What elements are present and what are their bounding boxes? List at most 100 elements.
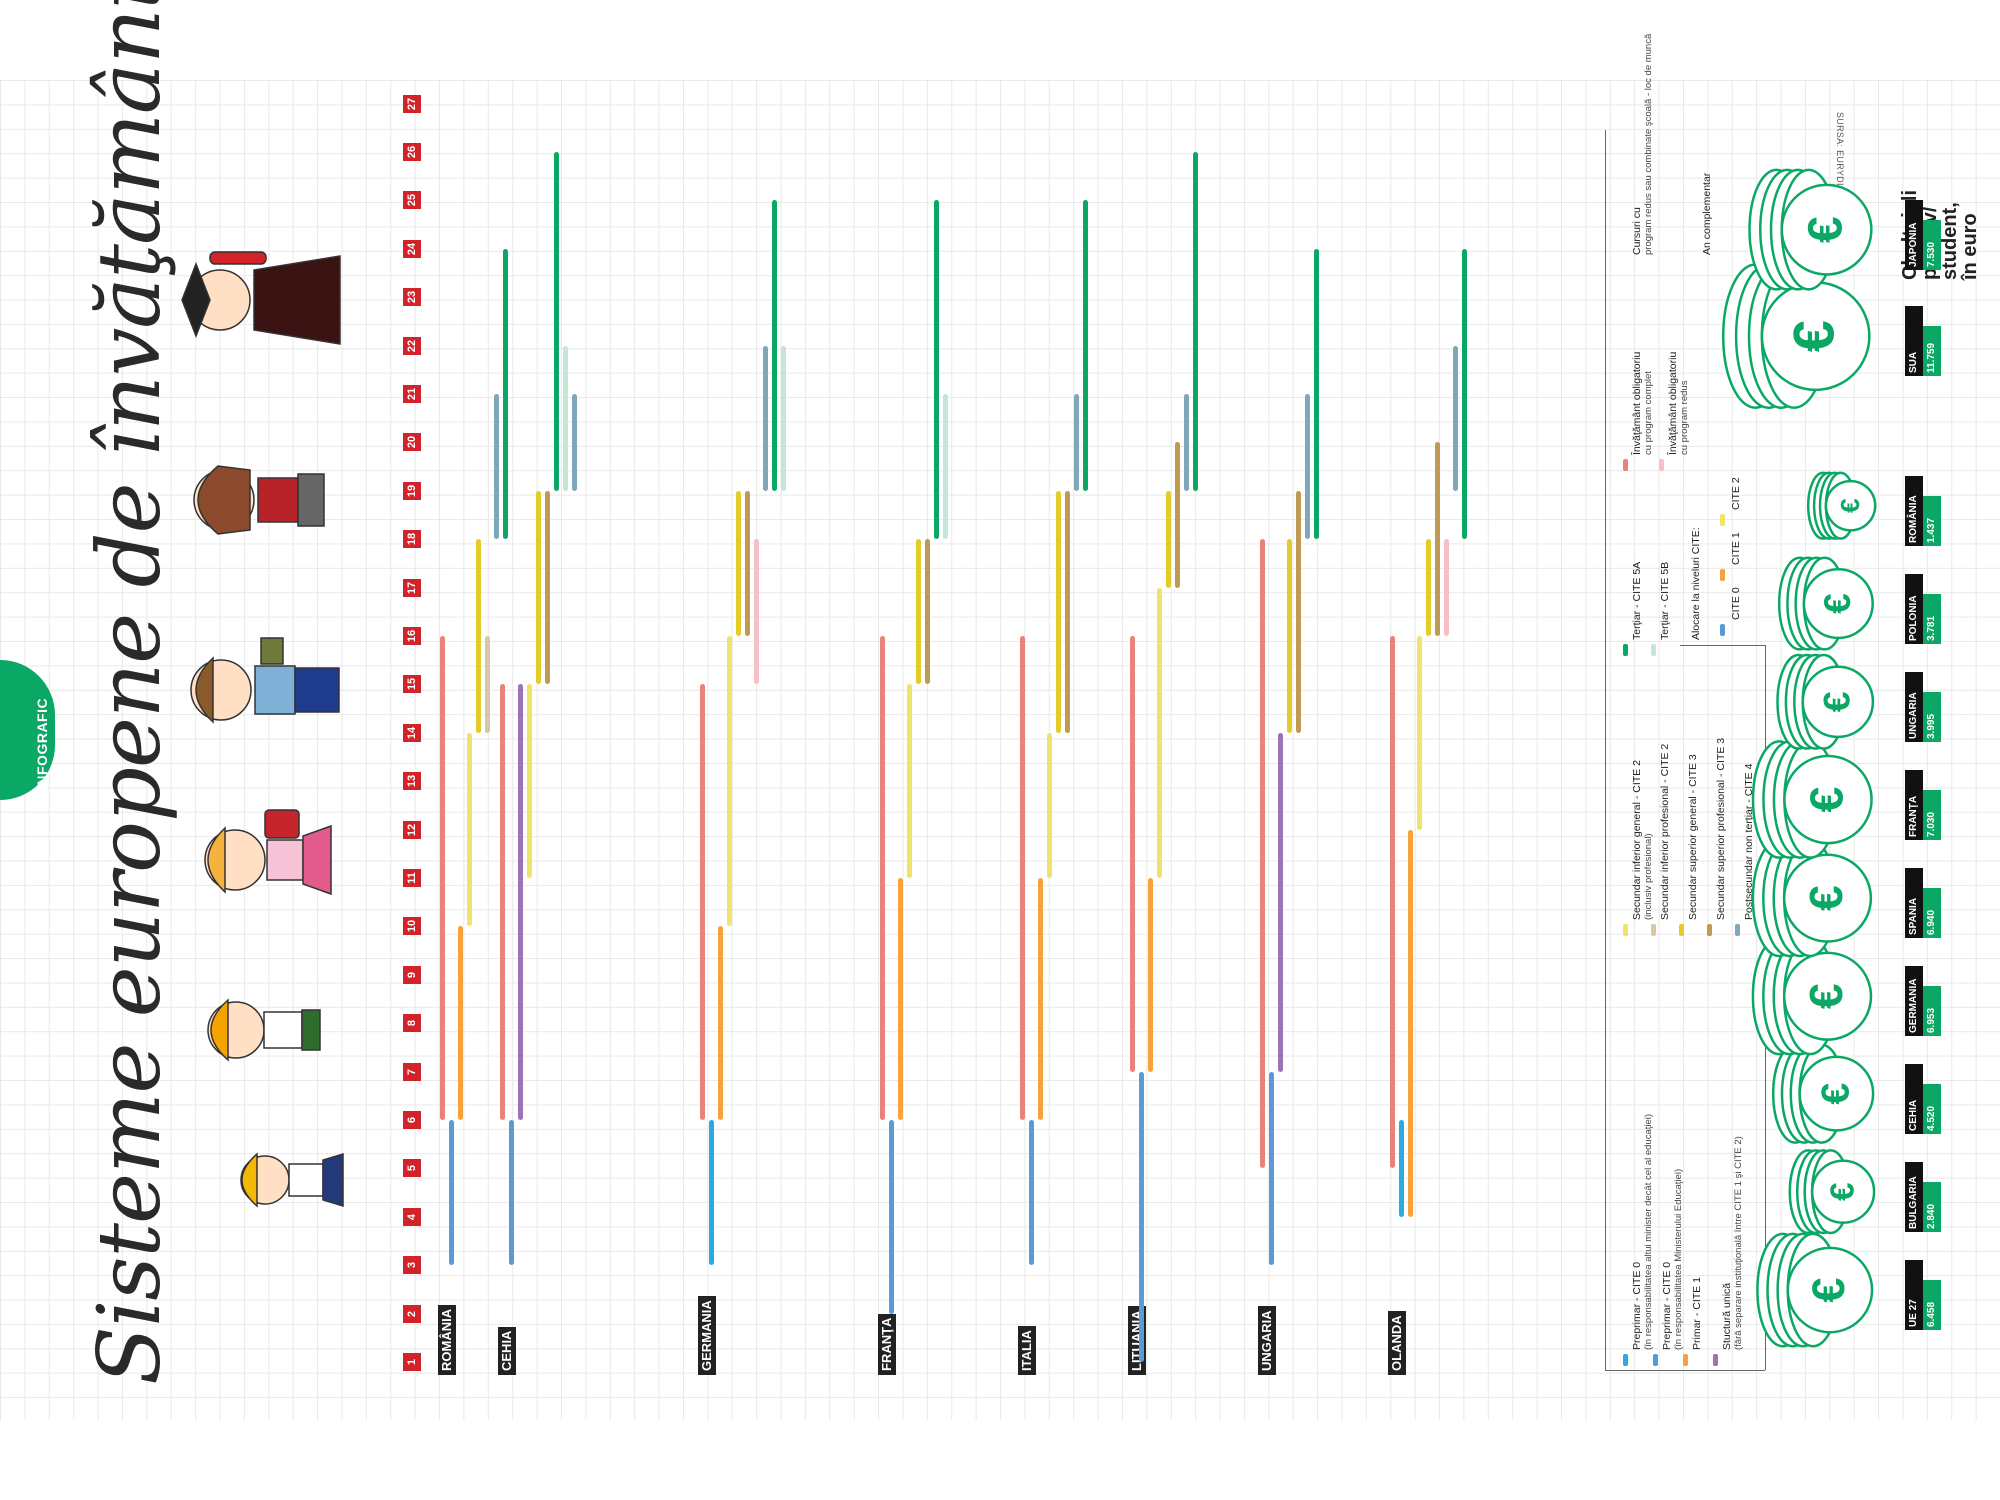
age-tick-label: 26	[406, 145, 418, 159]
age-tick: 1	[403, 1353, 421, 1371]
bar-tertiar_5a	[772, 200, 777, 491]
cost-value: 7.530	[1923, 220, 1941, 270]
bar-preprimar	[1269, 1071, 1274, 1266]
svg-text:€: €	[1800, 787, 1852, 813]
legend-label: Preprimar - CITE 0 (în responsabilitatea …	[1631, 1114, 1655, 1350]
legend-label-sub: cu program complet	[1643, 371, 1654, 455]
age-tick-label: 6	[406, 1116, 418, 1124]
bar-oblig_complet	[1130, 636, 1135, 1072]
alocare-swatch	[1720, 569, 1725, 581]
section-tab-label: INFOGRAFIC	[34, 697, 50, 790]
legend-label-main: Secundar superior general - CITE 3	[1687, 754, 1699, 920]
bar-structura_unica	[1278, 732, 1283, 1072]
alocare-label: CITE 0	[1730, 587, 1742, 620]
svg-text:€: €	[1799, 217, 1852, 244]
bar-tertiar_5a	[1193, 152, 1198, 491]
age-tick: 19	[403, 481, 421, 500]
cost-value: 3.995	[1923, 692, 1941, 742]
bar-secundar_inf_prof	[485, 636, 490, 733]
cost-country-label: SUA	[1905, 306, 1923, 376]
bar-oblig_complet	[1390, 636, 1395, 1169]
legend-label: Secundar superior general - CITE 3	[1687, 754, 1699, 920]
cost-country-label: POLONIA	[1905, 574, 1923, 644]
bar-preprimar	[509, 1120, 514, 1266]
bar-secundar_inf_general	[727, 636, 732, 927]
bar-tertiar_5a	[503, 248, 508, 540]
bar-primar	[1038, 878, 1043, 1120]
coin-stack-icon: €	[1788, 1149, 1876, 1235]
legend-label-sub: (inclusiv profesional)	[1643, 833, 1654, 920]
legend-swatch-secundar_inf_general	[1623, 924, 1628, 936]
coin-stack-icon: €	[1806, 471, 1877, 541]
age-tick-label: 3	[406, 1262, 418, 1269]
bar-postsecundar	[1184, 394, 1189, 491]
legend-label: Primar - CITE 1	[1691, 1277, 1703, 1350]
coin-stack-icon: €	[1752, 936, 1873, 1056]
svg-text:€: €	[1782, 320, 1846, 352]
age-tick: 8	[403, 1014, 421, 1033]
bar-structura_unica	[518, 684, 523, 1120]
age-tick-label: 25	[406, 194, 418, 207]
bar-tertiar_5a	[1083, 200, 1088, 491]
cost-country-label: BULGARIA	[1905, 1162, 1923, 1232]
country-label: GERMANIA	[698, 1296, 716, 1375]
age-tick: 12	[403, 820, 421, 839]
legend-swatch-secundar_sup_prof	[1707, 924, 1712, 936]
bar-preprimar	[1029, 1120, 1034, 1266]
age-tick: 22	[403, 336, 421, 355]
legend-swatch-tertiar_5a	[1623, 644, 1628, 656]
age-tick-label: 7	[406, 1068, 418, 1075]
age-tick-label: 21	[406, 387, 418, 401]
age-tick-label: 9	[406, 971, 418, 978]
age-tick-label: 1	[406, 1358, 418, 1366]
kid-primary-illustration	[207, 998, 321, 1062]
bar-preprimar_alt	[1399, 1120, 1404, 1217]
cost-country-label: UE 27	[1905, 1260, 1923, 1330]
country-label: FRANŢA	[878, 1313, 896, 1375]
legend-swatch-oblig_complet	[1623, 459, 1628, 471]
age-tick-label: 22	[406, 339, 418, 352]
age-tick: 7	[403, 1062, 421, 1081]
bar-secundar_sup_general	[536, 490, 541, 685]
bar-postsecundar	[1305, 394, 1310, 540]
bar-secundar_inf_general	[527, 684, 532, 878]
coin-stack-icon: €	[1771, 1043, 1874, 1145]
age-tick-label: 18	[406, 533, 418, 546]
age-tick: 5	[403, 1159, 421, 1178]
age-tick: 25	[403, 191, 421, 210]
legend-swatch-structura_unica	[1713, 1354, 1718, 1366]
age-tick: 26	[403, 143, 421, 161]
cost-value: 6.940	[1923, 888, 1941, 938]
cost-value: 2.840	[1923, 1182, 1941, 1232]
bar-postsecundar	[1453, 345, 1458, 491]
legend-label-sub: (în responsabilitatea Ministerului Educa…	[1673, 1168, 1684, 1350]
legend-swatch-tertiar_5b	[1651, 644, 1656, 656]
age-tick-label: 17	[406, 581, 418, 594]
age-tick-label: 16	[406, 629, 418, 643]
age-tick-label: 4	[406, 1213, 418, 1220]
coin-stack-icon: €	[1747, 169, 1873, 291]
cost-value: 1.437	[1923, 496, 1941, 546]
legend-label-main: Primar - CITE 1	[1691, 1277, 1703, 1350]
legend-divider	[1605, 130, 1606, 1370]
bar-primar	[1408, 829, 1413, 1217]
legend-label-main: Învăţământ obligatoriu	[1631, 351, 1643, 455]
legend-label: Învăţământ obligatoriu cu program complet	[1631, 352, 1655, 455]
country-label: ROMÂNIA	[438, 1304, 456, 1375]
kid-graduate-illustration	[181, 251, 341, 345]
age-tick-label: 27	[406, 97, 418, 110]
bar-secundar_sup_general	[1056, 490, 1061, 733]
bar-secundar_sup_general	[736, 490, 741, 636]
bar-tertiar_5b	[781, 345, 786, 491]
bar-secundar_inf_general	[1157, 587, 1162, 878]
legend-swatch-preprimar_alt	[1623, 1354, 1628, 1366]
bar-preprimar	[889, 1120, 894, 1314]
bar-secundar_sup_prof	[925, 539, 930, 685]
age-tick: 23	[403, 288, 421, 307]
legend-label-main: Secundar inferior profesional - CITE 2	[1659, 743, 1671, 920]
bar-oblig_complet	[700, 684, 705, 1120]
legend-label-sub: program redus sau combinate şcoală - loc…	[1643, 33, 1654, 255]
country-label: ITALIA	[1018, 1326, 1036, 1375]
bar-secundar_sup_prof	[1296, 490, 1301, 733]
age-tick: 10	[403, 917, 421, 936]
